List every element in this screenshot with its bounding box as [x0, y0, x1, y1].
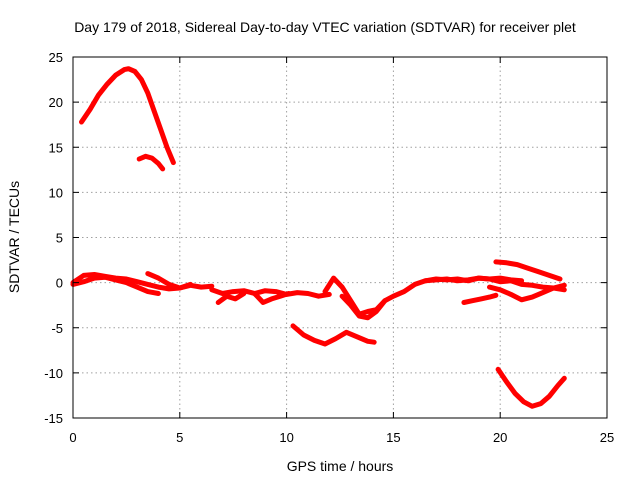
series-layer: [70, 66, 567, 409]
series-arc-6: [209, 287, 332, 299]
x-tick-label-4: 20: [493, 430, 507, 445]
x-tick-label-5: 25: [600, 430, 614, 445]
series-arc-9: [290, 323, 377, 347]
series-arc-12: [422, 275, 567, 293]
y-tick-label-8: 25: [49, 50, 63, 65]
y-tick-label-4: 5: [56, 231, 63, 246]
series-arc-1: [79, 66, 176, 166]
series-arc-15: [493, 259, 563, 282]
y-tick-label-0: -15: [44, 411, 63, 426]
series-arc-11: [339, 293, 388, 321]
y-tick-label-3: 0: [56, 276, 63, 291]
series-arc-8: [252, 291, 292, 305]
x-tick-label-0: 0: [69, 430, 76, 445]
series-arc-14: [487, 282, 567, 303]
y-tick-label-5: 10: [49, 185, 63, 200]
y-tick-label-2: -5: [51, 321, 63, 336]
series-arc-13: [461, 292, 499, 305]
series-arc-5: [145, 271, 193, 291]
y-tick-label-1: -10: [44, 366, 63, 381]
series-arc-7: [215, 291, 247, 305]
x-tick-label-1: 5: [176, 430, 183, 445]
y-axis-label: SDTVAR / TECUs: [6, 181, 22, 293]
y-tick-label-7: 20: [49, 95, 63, 110]
y-tick-label-6: 15: [49, 140, 63, 155]
x-tick-label-2: 10: [279, 430, 293, 445]
x-axis-label: GPS time / hours: [287, 458, 394, 474]
series-arc-4: [70, 274, 161, 296]
series-arc-16: [495, 366, 567, 409]
x-tick-label-3: 15: [386, 430, 400, 445]
chart-title: Day 179 of 2018, Sidereal Day-to-day VTE…: [74, 19, 576, 35]
axis-ticks: 0 5 10 15 20 25 -15 -10 -5 0 5 10 15 20 25: [44, 50, 614, 445]
series-arc-2: [136, 153, 166, 172]
